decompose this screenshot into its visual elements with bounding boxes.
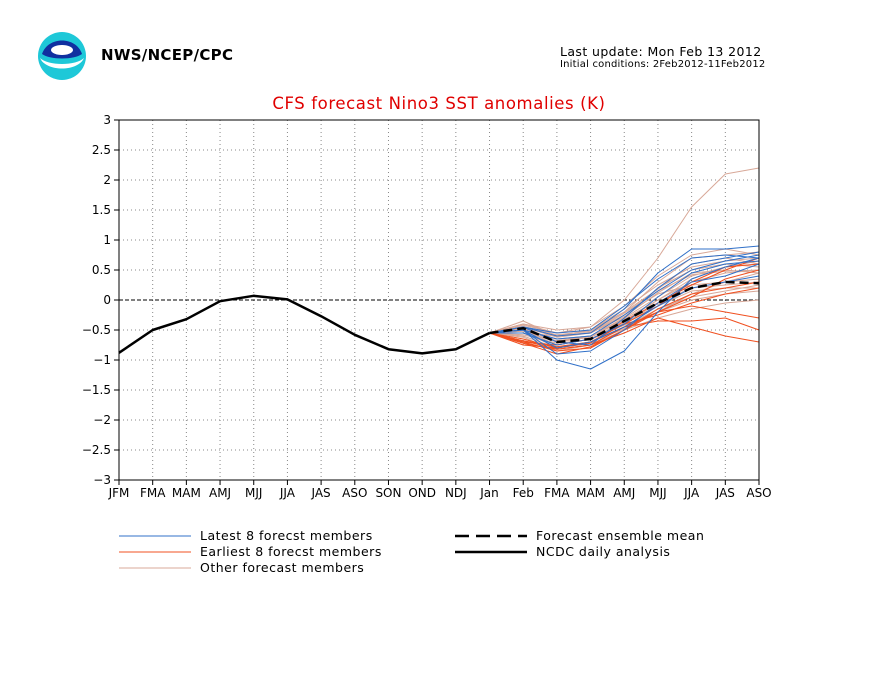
x-axis: JFM FMA MAM AMJ MJJ JJA JAS ASO SON OND NDJ Jan Feb F… [108,480,772,500]
y-tick-label: 0.5 [92,263,111,277]
y-axis: 3 2.5 2 1.5 1 0.5 0 −0.5 −1 −1.5 −2 −2.5 −3 [82,113,119,487]
y-tick-label: 2 [103,173,111,187]
forecast-member-line [489,260,760,346]
forecast-member-line [489,245,760,337]
legend-label: Latest 8 forecst members [200,528,373,543]
x-tick-label: ASO [746,486,771,500]
y-tick-label: 0 [103,293,111,307]
x-tick-label: JFM [108,486,130,500]
legend-label: Forecast ensemble mean [536,528,704,543]
legend-label: Earliest 8 forecst members [200,544,382,559]
x-tick-label: MAM [172,486,201,500]
y-tick-label: 3 [103,113,111,127]
x-tick-label: Feb [513,486,534,500]
noaa-logo [36,30,88,86]
forecast-member-line [489,257,760,370]
x-tick-label: JAS [311,486,331,500]
ensemble-mean-line [489,280,760,344]
legend-label: Other forecast members [200,560,364,575]
y-tick-label: 1.5 [92,203,111,217]
x-tick-label: MJJ [245,486,262,500]
x-tick-label: SON [375,486,401,500]
y-tick-label: −0.5 [82,323,111,337]
x-tick-label: MAM [576,486,605,500]
x-tick-label: JJA [683,486,700,500]
initial-conditions-text: Initial conditions: 2Feb2012-11Feb2012 [560,59,766,70]
series-layer [118,167,760,370]
forecast-member-line [489,254,760,334]
y-tick-label: −1 [93,353,111,367]
plot-frame [118,119,760,481]
x-tick-label: FMA [140,486,166,500]
y-tick-label: −2.5 [82,443,111,457]
legend-label: NCDC daily analysis [536,544,670,559]
y-tick-label: −1.5 [82,383,111,397]
x-tick-label: ASO [342,486,367,500]
x-tick-label: Jan [479,486,499,500]
agency-label: NWS/NCEP/CPC [101,46,234,64]
y-tick-label: −2 [93,413,111,427]
x-tick-label: AMJ [209,486,231,500]
y-tick-label: 2.5 [92,143,111,157]
forecast-member-line [489,263,760,355]
y-tick-label: 1 [103,233,111,247]
analysis-line [118,294,491,355]
x-tick-label: MJJ [649,486,666,500]
x-tick-label: JAS [715,486,735,500]
y-tick-label: −3 [93,473,111,487]
x-tick-label: OND [408,486,436,500]
x-tick-label: AMJ [613,486,635,500]
forecast-member-line [489,287,759,343]
x-tick-label: JJA [279,486,296,500]
chart-title: CFS forecast Nino3 SST anomalies (K) [272,94,605,113]
x-tick-label: NDJ [445,486,467,500]
x-tick-label: FMA [544,486,570,500]
last-update-text: Last update: Mon Feb 13 2012 [560,44,762,59]
